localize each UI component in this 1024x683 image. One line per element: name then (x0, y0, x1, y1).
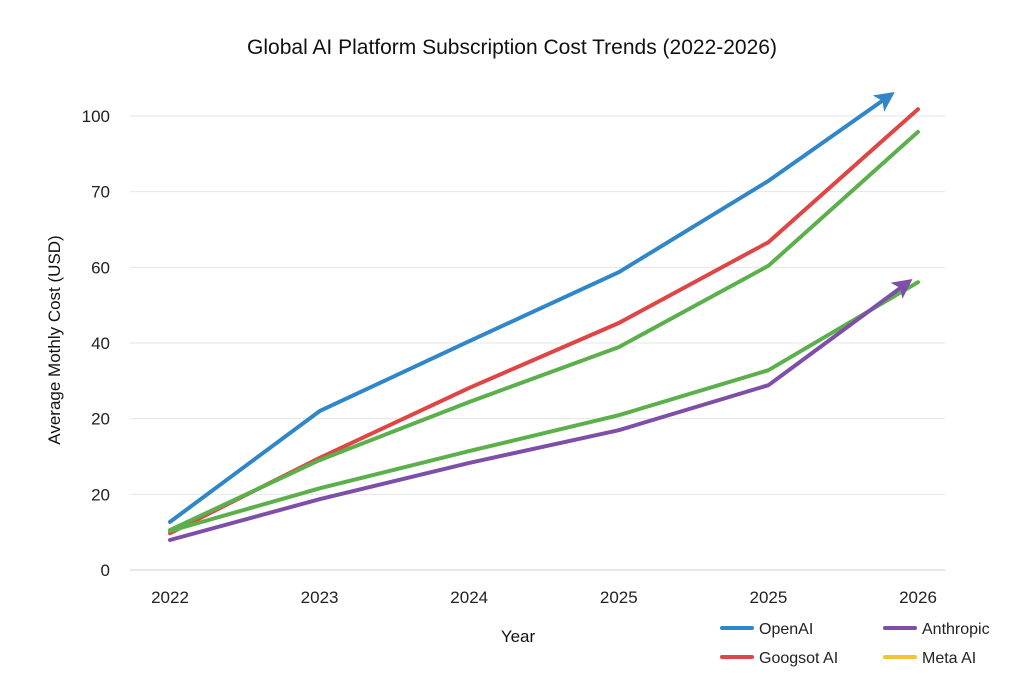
y-axis: 0 20 20 40 60 70 100 (82, 107, 110, 580)
x-tick-label: 2025 (749, 588, 787, 607)
x-tick-label: 2026 (899, 588, 937, 607)
x-tick-label: 2025 (600, 588, 638, 607)
series-line-googsot-ai (168, 107, 920, 536)
legend-label: Googsot AI (759, 650, 838, 667)
y-tick-label: 20 (91, 485, 110, 504)
chart-title: Global AI Platform Subscription Cost Tre… (247, 36, 777, 59)
x-tick-label: 2023 (301, 588, 339, 607)
legend-label: OpenAI (759, 621, 813, 638)
legend: OpenAI Anthropic Googsot AI Meta AI (720, 621, 990, 667)
y-tick-label: 20 (91, 410, 110, 429)
x-tick-label: 2022 (151, 588, 189, 607)
legend-label: Meta AI (922, 650, 976, 667)
y-axis-label: Average Mothly Cost (USD) (45, 235, 64, 444)
series-line-anthropic (168, 278, 913, 542)
series-lines (168, 92, 920, 542)
series-line-unnamed-2 (168, 129, 920, 532)
legend-label: Anthropic (922, 621, 990, 638)
grid (130, 115, 945, 571)
x-tick-label: 2024 (450, 588, 488, 607)
y-tick-label: 60 (91, 258, 110, 277)
y-tick-label: 0 (101, 561, 110, 580)
series-line-openai (168, 92, 895, 524)
y-tick-label: 70 (91, 183, 110, 202)
series-line-unnamed-3 (168, 280, 920, 533)
y-tick-label: 100 (82, 107, 110, 126)
y-tick-label: 40 (91, 334, 110, 353)
x-axis: 2022 2023 2024 2025 2025 2026 (151, 588, 937, 607)
x-axis-label: Year (501, 627, 536, 646)
